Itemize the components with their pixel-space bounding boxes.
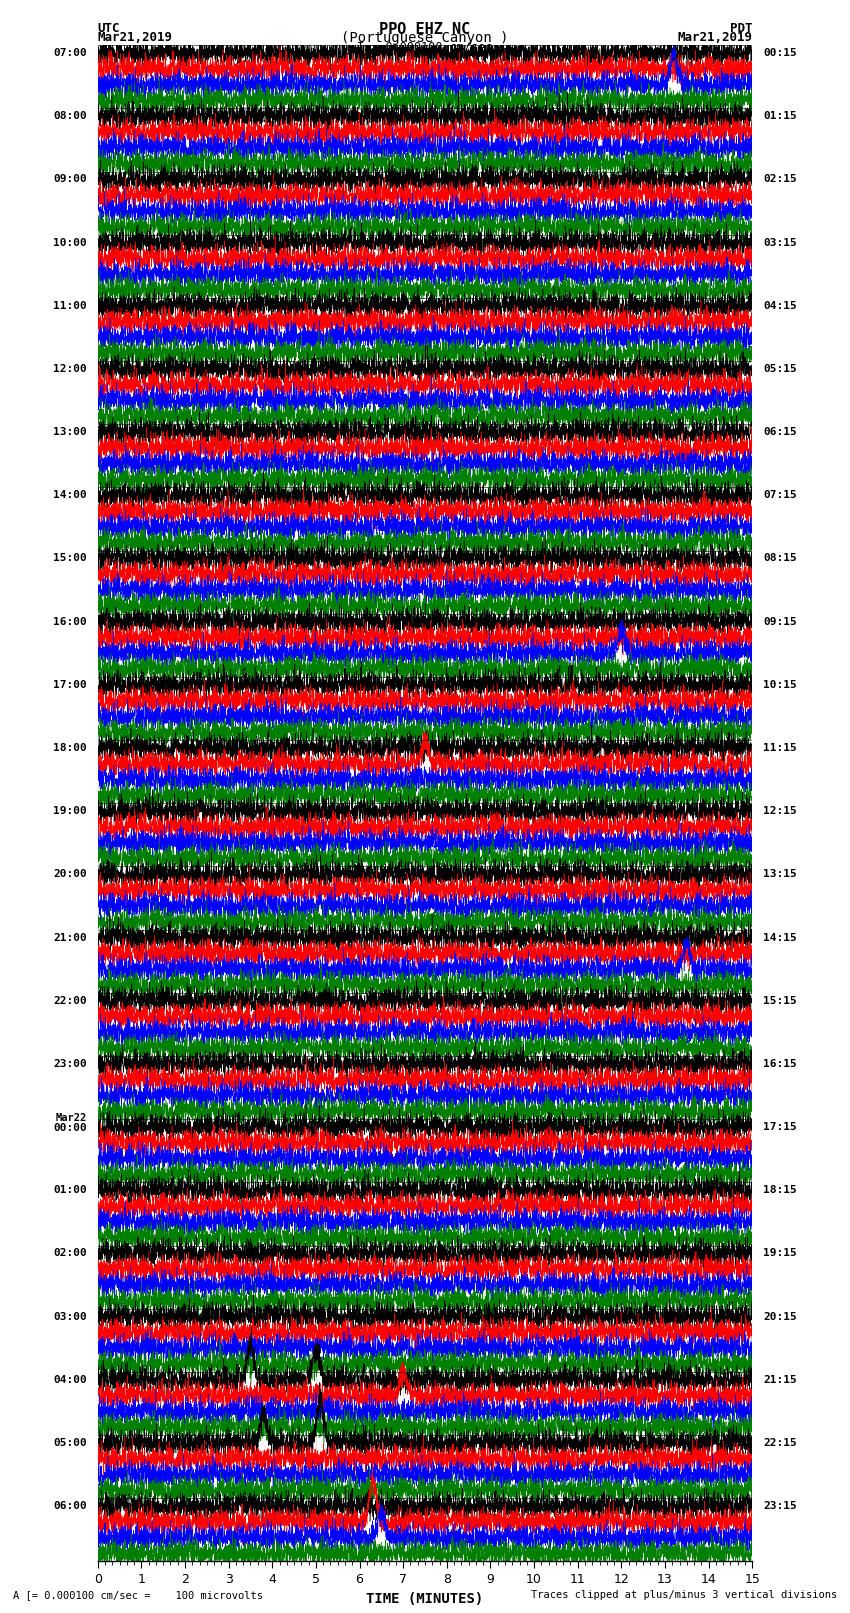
Text: 02:00: 02:00 (53, 1248, 87, 1258)
Text: 06:15: 06:15 (763, 427, 797, 437)
Text: Traces clipped at plus/minus 3 vertical divisions: Traces clipped at plus/minus 3 vertical … (531, 1590, 837, 1600)
Text: 05:00: 05:00 (53, 1437, 87, 1448)
Text: 18:00: 18:00 (53, 744, 87, 753)
Text: 11:00: 11:00 (53, 300, 87, 311)
Text: 12:00: 12:00 (53, 365, 87, 374)
Text: PDT: PDT (730, 23, 752, 35)
Text: 03:15: 03:15 (763, 237, 797, 247)
Text: Mar21,2019: Mar21,2019 (98, 31, 173, 45)
Text: 19:15: 19:15 (763, 1248, 797, 1258)
Text: 04:00: 04:00 (53, 1374, 87, 1384)
Text: 20:00: 20:00 (53, 869, 87, 879)
Text: 17:15: 17:15 (763, 1123, 797, 1132)
Text: 15:15: 15:15 (763, 995, 797, 1005)
Text: 22:00: 22:00 (53, 995, 87, 1005)
Text: 22:15: 22:15 (763, 1437, 797, 1448)
Text: 02:15: 02:15 (763, 174, 797, 184)
Text: 17:00: 17:00 (53, 679, 87, 690)
Text: 23:00: 23:00 (53, 1058, 87, 1069)
Text: 03:00: 03:00 (53, 1311, 87, 1321)
Text: 15:00: 15:00 (53, 553, 87, 563)
Text: 16:00: 16:00 (53, 616, 87, 626)
Text: 09:00: 09:00 (53, 174, 87, 184)
Text: 04:15: 04:15 (763, 300, 797, 311)
Text: 13:15: 13:15 (763, 869, 797, 879)
Text: 07:15: 07:15 (763, 490, 797, 500)
Text: 07:00: 07:00 (53, 48, 87, 58)
Text: PPO EHZ NC: PPO EHZ NC (379, 23, 471, 37)
Text: (Portuguese Canyon ): (Portuguese Canyon ) (341, 31, 509, 45)
Text: 19:00: 19:00 (53, 806, 87, 816)
Text: 10:00: 10:00 (53, 237, 87, 247)
X-axis label: TIME (MINUTES): TIME (MINUTES) (366, 1592, 484, 1607)
Text: 21:15: 21:15 (763, 1374, 797, 1384)
Text: 08:15: 08:15 (763, 553, 797, 563)
Text: 09:15: 09:15 (763, 616, 797, 626)
Text: I = 0.000100 cm/sec: I = 0.000100 cm/sec (357, 40, 493, 53)
Text: 10:15: 10:15 (763, 679, 797, 690)
Text: Mar22: Mar22 (55, 1113, 87, 1123)
Text: Mar21,2019: Mar21,2019 (677, 31, 752, 45)
Text: 18:15: 18:15 (763, 1186, 797, 1195)
Text: 01:15: 01:15 (763, 111, 797, 121)
Text: 13:00: 13:00 (53, 427, 87, 437)
Text: 16:15: 16:15 (763, 1058, 797, 1069)
Text: 11:15: 11:15 (763, 744, 797, 753)
Text: 00:15: 00:15 (763, 48, 797, 58)
Text: 20:15: 20:15 (763, 1311, 797, 1321)
Text: 01:00: 01:00 (53, 1186, 87, 1195)
Text: 12:15: 12:15 (763, 806, 797, 816)
Text: 05:15: 05:15 (763, 365, 797, 374)
Text: A [= 0.000100 cm/sec =    100 microvolts: A [= 0.000100 cm/sec = 100 microvolts (13, 1590, 263, 1600)
Text: 06:00: 06:00 (53, 1502, 87, 1511)
Text: UTC: UTC (98, 23, 120, 35)
Text: 00:00: 00:00 (53, 1123, 87, 1132)
Text: 08:00: 08:00 (53, 111, 87, 121)
Text: 21:00: 21:00 (53, 932, 87, 942)
Text: 14:00: 14:00 (53, 490, 87, 500)
Text: 14:15: 14:15 (763, 932, 797, 942)
Text: 23:15: 23:15 (763, 1502, 797, 1511)
